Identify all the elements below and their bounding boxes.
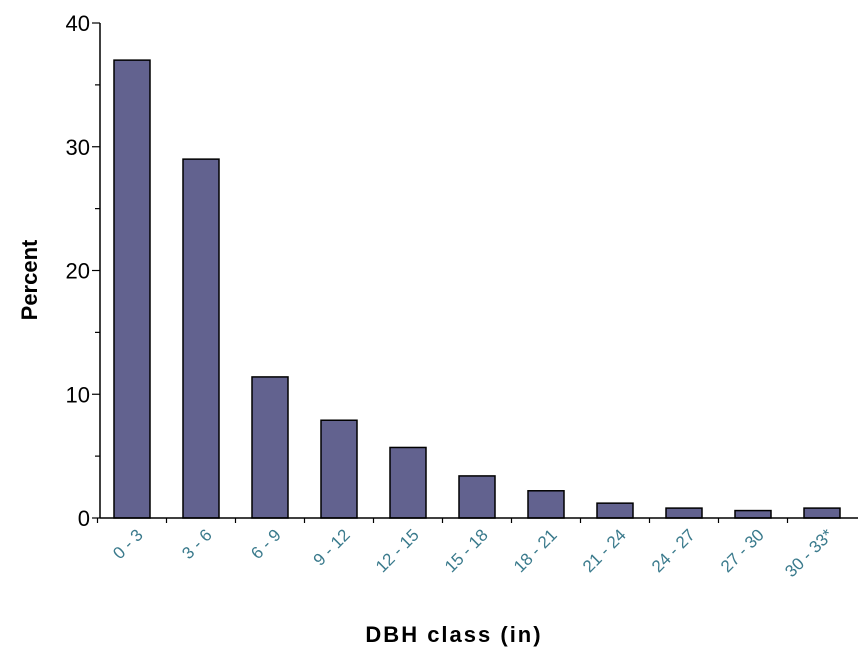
bar xyxy=(458,475,496,519)
y-ticks-group: 0 10 20 30 40 xyxy=(66,11,100,531)
y-tick-label: 0 xyxy=(78,506,90,531)
x-axis-label: DBH class (in) xyxy=(365,622,543,647)
x-tick-label: 3 - 6 xyxy=(178,525,215,562)
x-tick-label: 27 - 30 xyxy=(717,525,768,576)
bar xyxy=(596,502,634,519)
bar xyxy=(251,376,289,519)
y-tick-label: 10 xyxy=(66,382,90,407)
bar xyxy=(527,490,565,519)
x-tick-label: 18 - 21 xyxy=(510,525,561,576)
bar xyxy=(113,59,151,519)
x-tick-label: 9 - 12 xyxy=(310,525,354,569)
bar xyxy=(320,419,358,519)
x-tick-label: 30 - 33* xyxy=(781,525,837,581)
x-tick-label: 15 - 18 xyxy=(441,525,492,576)
y-tick-label: 20 xyxy=(66,259,90,284)
bar xyxy=(182,158,220,519)
x-tick-label: 0 - 3 xyxy=(109,525,146,562)
bar xyxy=(803,507,841,519)
x-ticks-group: 0 - 3 3 - 6 6 - 9 9 - 12 12 - 15 15 - 18 18 - … xyxy=(96,518,837,581)
bars-group xyxy=(113,59,841,519)
x-tick-label: 24 - 27 xyxy=(648,525,699,576)
y-axis-label: Percent xyxy=(17,239,42,321)
y-tick-label: 40 xyxy=(66,11,90,36)
bar xyxy=(734,509,772,519)
x-tick-label: 12 - 15 xyxy=(372,525,423,576)
x-tick-label: 6 - 9 xyxy=(247,525,284,562)
x-tick-label: 21 - 24 xyxy=(579,525,630,576)
y-tick-label: 30 xyxy=(66,135,90,160)
bar xyxy=(389,446,427,519)
bar xyxy=(665,507,703,519)
